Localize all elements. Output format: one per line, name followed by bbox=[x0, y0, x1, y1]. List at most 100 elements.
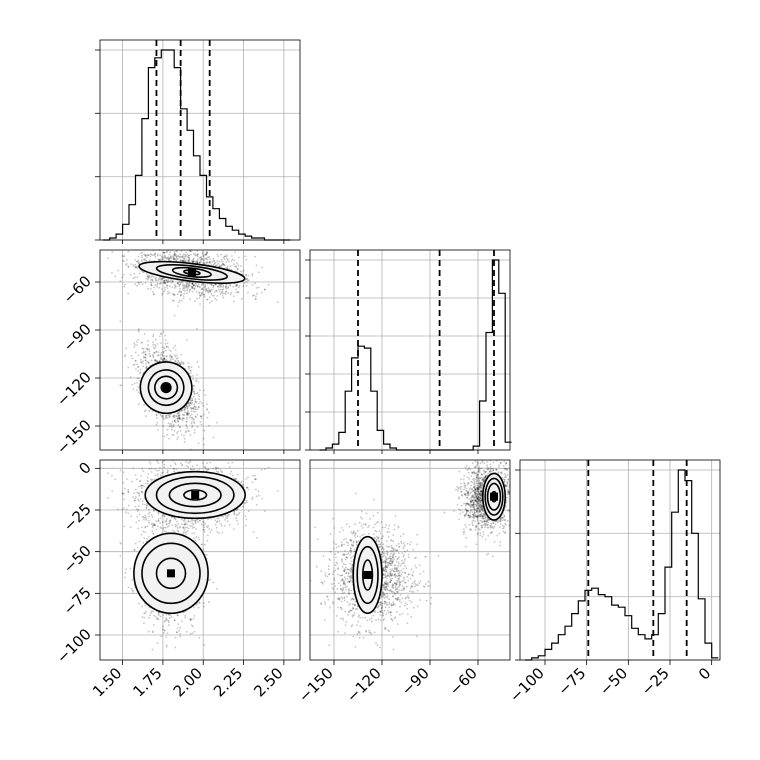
sample-point bbox=[475, 477, 478, 479]
sample-point bbox=[351, 603, 354, 606]
sample-point bbox=[163, 251, 166, 254]
sample-point bbox=[396, 558, 399, 561]
sample-point bbox=[157, 613, 160, 615]
sample-point bbox=[140, 361, 143, 364]
sample-point bbox=[257, 490, 260, 493]
sample-point bbox=[214, 297, 217, 300]
sample-point bbox=[189, 415, 192, 417]
sample-point bbox=[399, 605, 401, 608]
sample-point bbox=[183, 523, 186, 526]
sample-point bbox=[168, 355, 171, 358]
sample-point bbox=[107, 257, 109, 260]
sample-point bbox=[166, 469, 169, 472]
sample-point bbox=[401, 571, 404, 574]
sample-point bbox=[155, 338, 157, 341]
sample-point bbox=[125, 508, 128, 510]
sample-point bbox=[504, 474, 507, 477]
sample-point bbox=[386, 577, 388, 580]
sample-point bbox=[392, 553, 394, 555]
sample-point bbox=[194, 522, 197, 525]
sample-point bbox=[201, 291, 204, 294]
sample-point bbox=[170, 423, 173, 425]
sample-point bbox=[137, 328, 140, 331]
sample-point bbox=[464, 545, 467, 548]
sample-point bbox=[506, 473, 509, 476]
sample-point bbox=[117, 508, 119, 511]
sample-point bbox=[315, 565, 318, 568]
sample-point bbox=[410, 590, 413, 593]
sample-point bbox=[477, 507, 479, 510]
sample-point bbox=[394, 576, 397, 578]
sample-point bbox=[179, 462, 182, 465]
sample-point bbox=[382, 535, 384, 538]
sample-point bbox=[155, 417, 158, 419]
sample-point bbox=[354, 646, 357, 648]
sample-point bbox=[503, 514, 506, 517]
sample-point bbox=[140, 485, 142, 488]
sample-point bbox=[193, 421, 196, 423]
sample-point bbox=[348, 593, 350, 595]
sample-point bbox=[187, 286, 190, 289]
sample-point bbox=[476, 500, 479, 503]
sample-point bbox=[476, 495, 478, 497]
sample-point bbox=[403, 554, 405, 556]
sample-point bbox=[368, 631, 371, 634]
sample-point bbox=[221, 260, 224, 263]
sample-point bbox=[385, 580, 388, 583]
sample-point bbox=[152, 355, 154, 357]
sample-point bbox=[394, 515, 397, 517]
sample-point bbox=[478, 492, 481, 495]
sample-point bbox=[460, 485, 463, 488]
sample-point bbox=[404, 602, 407, 604]
sample-point bbox=[147, 254, 150, 257]
sample-point bbox=[122, 507, 125, 510]
sample-point bbox=[394, 616, 397, 619]
sample-point bbox=[391, 555, 394, 558]
sample-point bbox=[161, 359, 164, 361]
sample-point bbox=[148, 521, 151, 524]
sample-point bbox=[165, 646, 168, 648]
sample-point bbox=[153, 478, 156, 481]
sample-point bbox=[156, 469, 159, 472]
sample-point bbox=[383, 610, 386, 612]
sample-point bbox=[172, 468, 175, 470]
sample-point bbox=[472, 513, 474, 516]
sample-point bbox=[198, 398, 201, 400]
sample-point bbox=[168, 520, 171, 523]
sample-point bbox=[468, 523, 471, 526]
sample-point bbox=[254, 298, 257, 300]
sample-point bbox=[196, 297, 198, 300]
sample-point bbox=[467, 510, 469, 513]
sample-point bbox=[341, 541, 343, 544]
sample-point bbox=[172, 347, 175, 349]
sample-point bbox=[386, 595, 389, 598]
sample-point bbox=[218, 291, 221, 293]
sample-point bbox=[136, 366, 139, 368]
sample-point bbox=[144, 483, 147, 485]
sample-point bbox=[473, 507, 476, 509]
sample-point bbox=[176, 631, 178, 633]
sample-point bbox=[479, 506, 481, 509]
sample-point bbox=[406, 575, 409, 578]
sample-point bbox=[161, 461, 164, 464]
sample-point bbox=[232, 295, 235, 297]
sample-point bbox=[148, 467, 151, 470]
sample-point bbox=[257, 286, 260, 289]
sample-point bbox=[458, 470, 461, 473]
sample-point bbox=[474, 486, 477, 488]
sample-point bbox=[483, 516, 485, 518]
sample-point bbox=[134, 474, 137, 476]
sample-point bbox=[136, 344, 139, 346]
sample-point bbox=[391, 573, 394, 575]
sample-point bbox=[166, 284, 169, 287]
sample-point bbox=[107, 472, 109, 475]
sample-point bbox=[127, 504, 130, 507]
sample-point bbox=[357, 615, 360, 618]
sample-point bbox=[142, 470, 145, 472]
sample-point bbox=[229, 293, 232, 296]
sample-point bbox=[198, 519, 201, 522]
sample-point bbox=[479, 488, 481, 491]
sample-point bbox=[203, 429, 206, 432]
sample-point bbox=[396, 581, 399, 583]
sample-point bbox=[480, 481, 482, 484]
